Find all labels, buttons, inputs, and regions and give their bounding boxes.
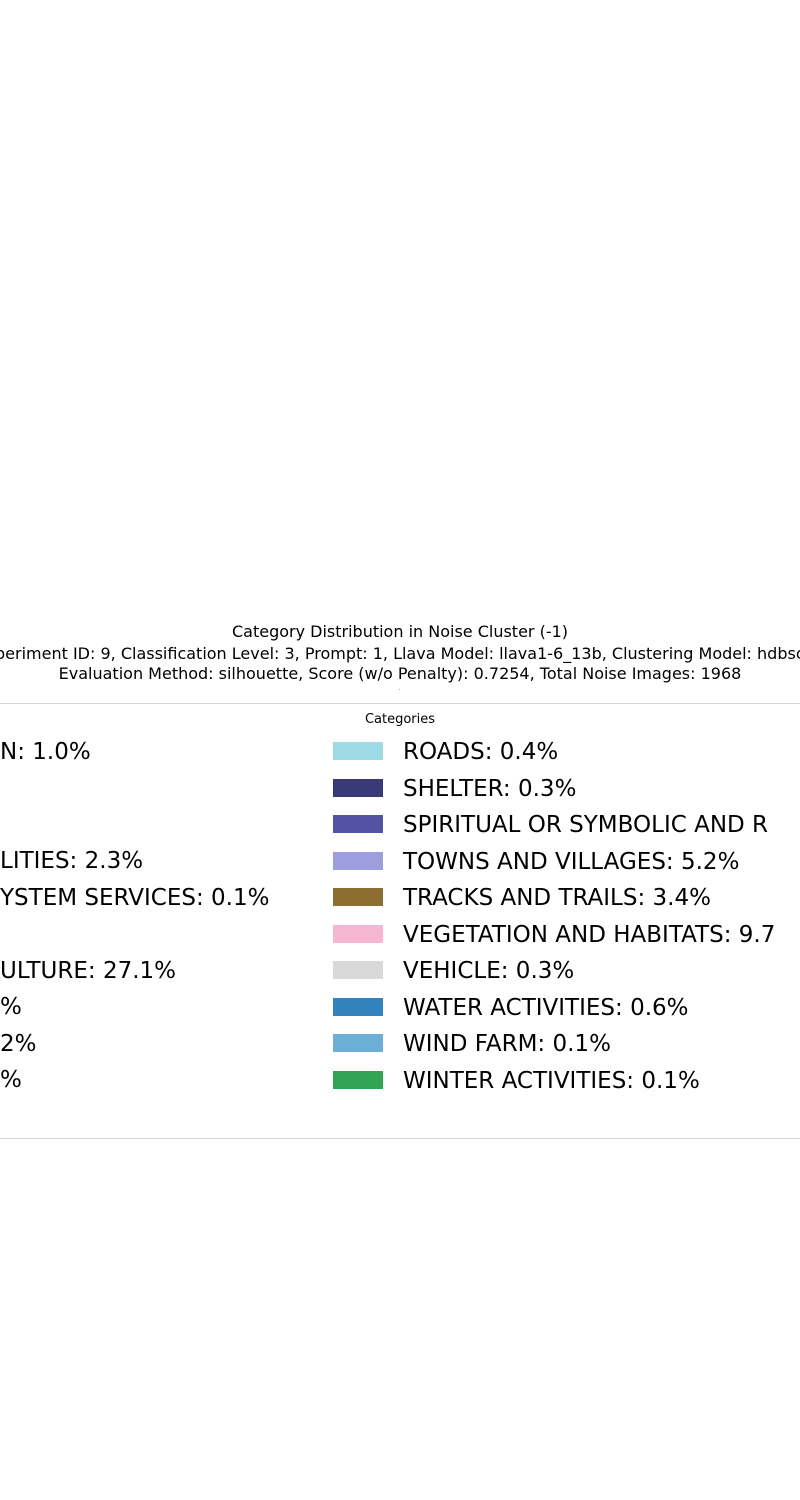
legend-label: % [0, 1067, 22, 1093]
legend-label: TRACKS AND TRAILS: 3.4% [403, 885, 711, 911]
legend-label: WINTER ACTIVITIES: 0.1% [403, 1067, 700, 1094]
legend-label: LITIES: 2.3% [0, 848, 144, 874]
legend-swatch [333, 1034, 383, 1052]
legend-label: ULTURE: 27.1% [0, 958, 177, 984]
legend-swatch [333, 778, 383, 797]
pie-chart [399, 689, 400, 690]
legend-swatch [333, 961, 383, 979]
legend-label: VEGETATION AND HABITATS: 9.7 [403, 921, 776, 948]
legend-label: YSTEM SERVICES: 0.1% [0, 885, 270, 911]
legend-label: N: 1.0% [0, 739, 91, 765]
legend-title: Categories [364, 712, 436, 727]
legend-label: ROADS: 0.4% [403, 739, 559, 765]
legend-swatch [333, 1070, 383, 1089]
legend-label: TOWNS AND VILLAGES: 5.2% [403, 848, 740, 875]
legend-swatch [333, 815, 383, 833]
legend-box [0, 703, 800, 1139]
legend-label: VEHICLE: 0.3% [403, 958, 575, 984]
legend-label: 2% [0, 1031, 37, 1057]
legend-label: SHELTER: 0.3% [403, 775, 577, 802]
chart-subtitle-line-1: Experiment ID: 9, Classification Level: … [0, 644, 800, 663]
legend-label: WIND FARM: 0.1% [403, 1031, 611, 1057]
chart-title: Category Distribution in Noise Cluster (… [231, 622, 569, 641]
chart-title-block: Category Distribution in Noise Cluster (… [0, 622, 800, 692]
chart-subtitle-line-2: Evaluation Method: silhouette, Score (w/… [58, 664, 742, 683]
legend-swatch [333, 888, 383, 906]
legend-swatch [333, 997, 383, 1016]
legend-swatch [333, 742, 383, 760]
legend-label: WATER ACTIVITIES: 0.6% [403, 994, 689, 1021]
legend-label: SPIRITUAL OR SYMBOLIC AND R [403, 812, 769, 838]
legend-swatch [333, 851, 383, 870]
legend-label: % [0, 994, 22, 1020]
legend-swatch [333, 924, 383, 943]
